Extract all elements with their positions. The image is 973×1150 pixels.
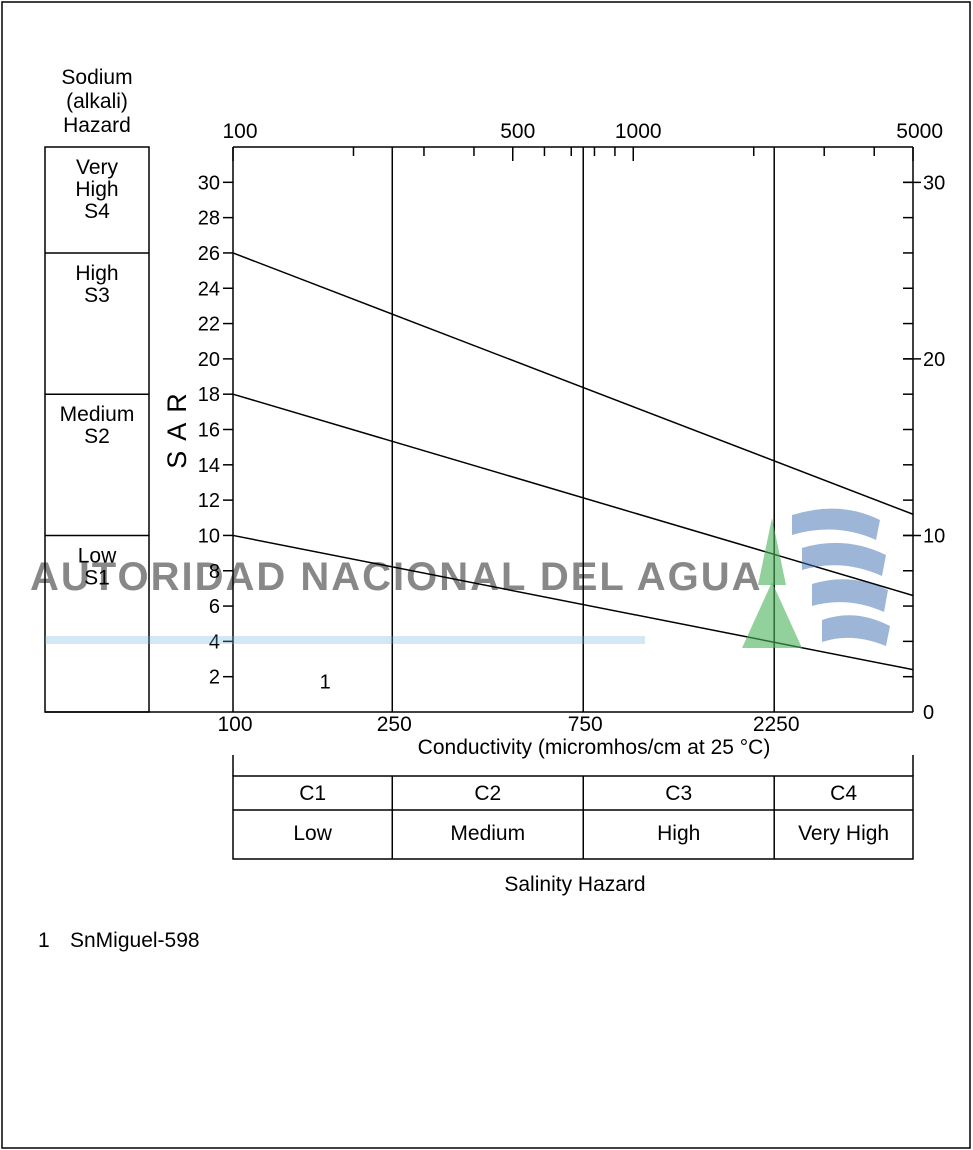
sodium-class-0-line-2: S4 [84,200,110,223]
y-left-tick-label-16: 16 [198,420,220,442]
watermark-underline [45,636,645,644]
x-top-tick-label-100: 100 [222,120,257,143]
y-right-tick-label-10: 10 [923,525,945,547]
x-top-tick-label-1000: 1000 [615,120,662,143]
watermark-text: AUTORIDAD NACIONAL DEL AGUA [30,555,763,599]
salinity-code-C3: C3 [665,782,692,805]
x-axis-label: Conductivity (micromhos/cm at 25 °C) [418,736,771,759]
sodium-class-3-line-1: S1 [84,566,110,589]
watermark-wave-2-icon [802,542,886,576]
y-left-tick-label-20: 20 [198,349,220,371]
y-left-tick-label-24: 24 [198,278,220,300]
salinity-label-C1: Low [293,822,332,845]
legend-item-1-name: SnMiguel-598 [70,929,200,952]
sodium-class-1-line-0: High [75,262,118,285]
watermark-wave-3-icon [812,579,888,612]
x-bottom-tick-label-250: 250 [377,713,412,736]
x-top-tick-label-5000: 5000 [896,120,943,143]
salinity-code-C2: C2 [474,782,501,805]
hazard-boundary-line-2 [232,393,914,597]
hazard-boundary-line-1 [232,252,914,515]
y-left-tick-label-26: 26 [198,243,220,265]
salinity-code-C1: C1 [299,782,326,805]
y-left-tick-label-14: 14 [198,455,220,477]
x-top-tick-label-500: 500 [500,120,535,143]
legend: 1 SnMiguel-598 [38,929,200,952]
sodium-class-2-line-0: Medium [60,403,135,426]
salinity-label-C3: High [657,822,700,845]
y-left-tick-label-18: 18 [198,384,220,406]
sodium-header-line-1: Sodium [61,66,132,89]
watermark: AUTORIDAD NACIONAL DEL AGUA [30,508,890,648]
salinity-table-box [232,775,914,860]
x-bottom-tick-label-100: 100 [217,713,252,736]
watermark-wave-4-icon [822,615,890,646]
sodium-header-line-2: (alkali) [66,90,128,113]
x-bottom-tick-label-2250: 2250 [753,713,800,736]
watermark-wave-1-icon [792,508,880,540]
sodium-class-0-line-0: Very [76,156,119,179]
y-right-tick-label-20: 20 [923,349,945,371]
y-left-tick-label-8: 8 [209,561,220,583]
watermark-leaf-top-icon [758,518,786,585]
y-left-tick-label-4: 4 [209,631,220,653]
sodium-hazard-panel: Sodium (alkali) Hazard VeryHighS4HighS3M… [44,66,150,713]
y-left-tick-label-2: 2 [209,667,220,689]
salinity-label-C4: Very High [798,822,889,845]
y-left-tick-label-10: 10 [198,525,220,547]
salinity-caption: Salinity Hazard [504,873,645,896]
sodium-class-1-line-1: S3 [84,284,110,307]
y-axis-label: S A R [162,391,192,469]
y-left-tick-label-12: 12 [198,490,220,512]
sodium-class-2-line-1: S2 [84,425,110,448]
salinity-hazard-table: C1 Low C2 Medium C3 High C4 Very High Salinity … [232,755,914,896]
sample-point-1: 1 [320,671,331,693]
y-left-tick-label-28: 28 [198,208,220,230]
y-right-tick-label-30: 30 [923,172,945,194]
sodium-class-3-line-0: Low [78,544,117,567]
y-left-tick-label-22: 22 [198,314,220,336]
legend-item-1-id: 1 [38,929,50,952]
sodium-header-line-3: Hazard [63,114,131,137]
sodium-class-0-line-1: High [75,178,118,201]
y-left-tick-label-30: 30 [198,172,220,194]
y-left-tick-label-6: 6 [209,596,220,618]
x-bottom-tick-label-750: 750 [568,713,603,736]
y-right-tick-label-0: 0 [923,702,934,724]
salinity-label-C2: Medium [450,822,525,845]
watermark-leaf-bottom-icon [742,582,802,648]
salinity-code-C4: C4 [830,782,857,805]
